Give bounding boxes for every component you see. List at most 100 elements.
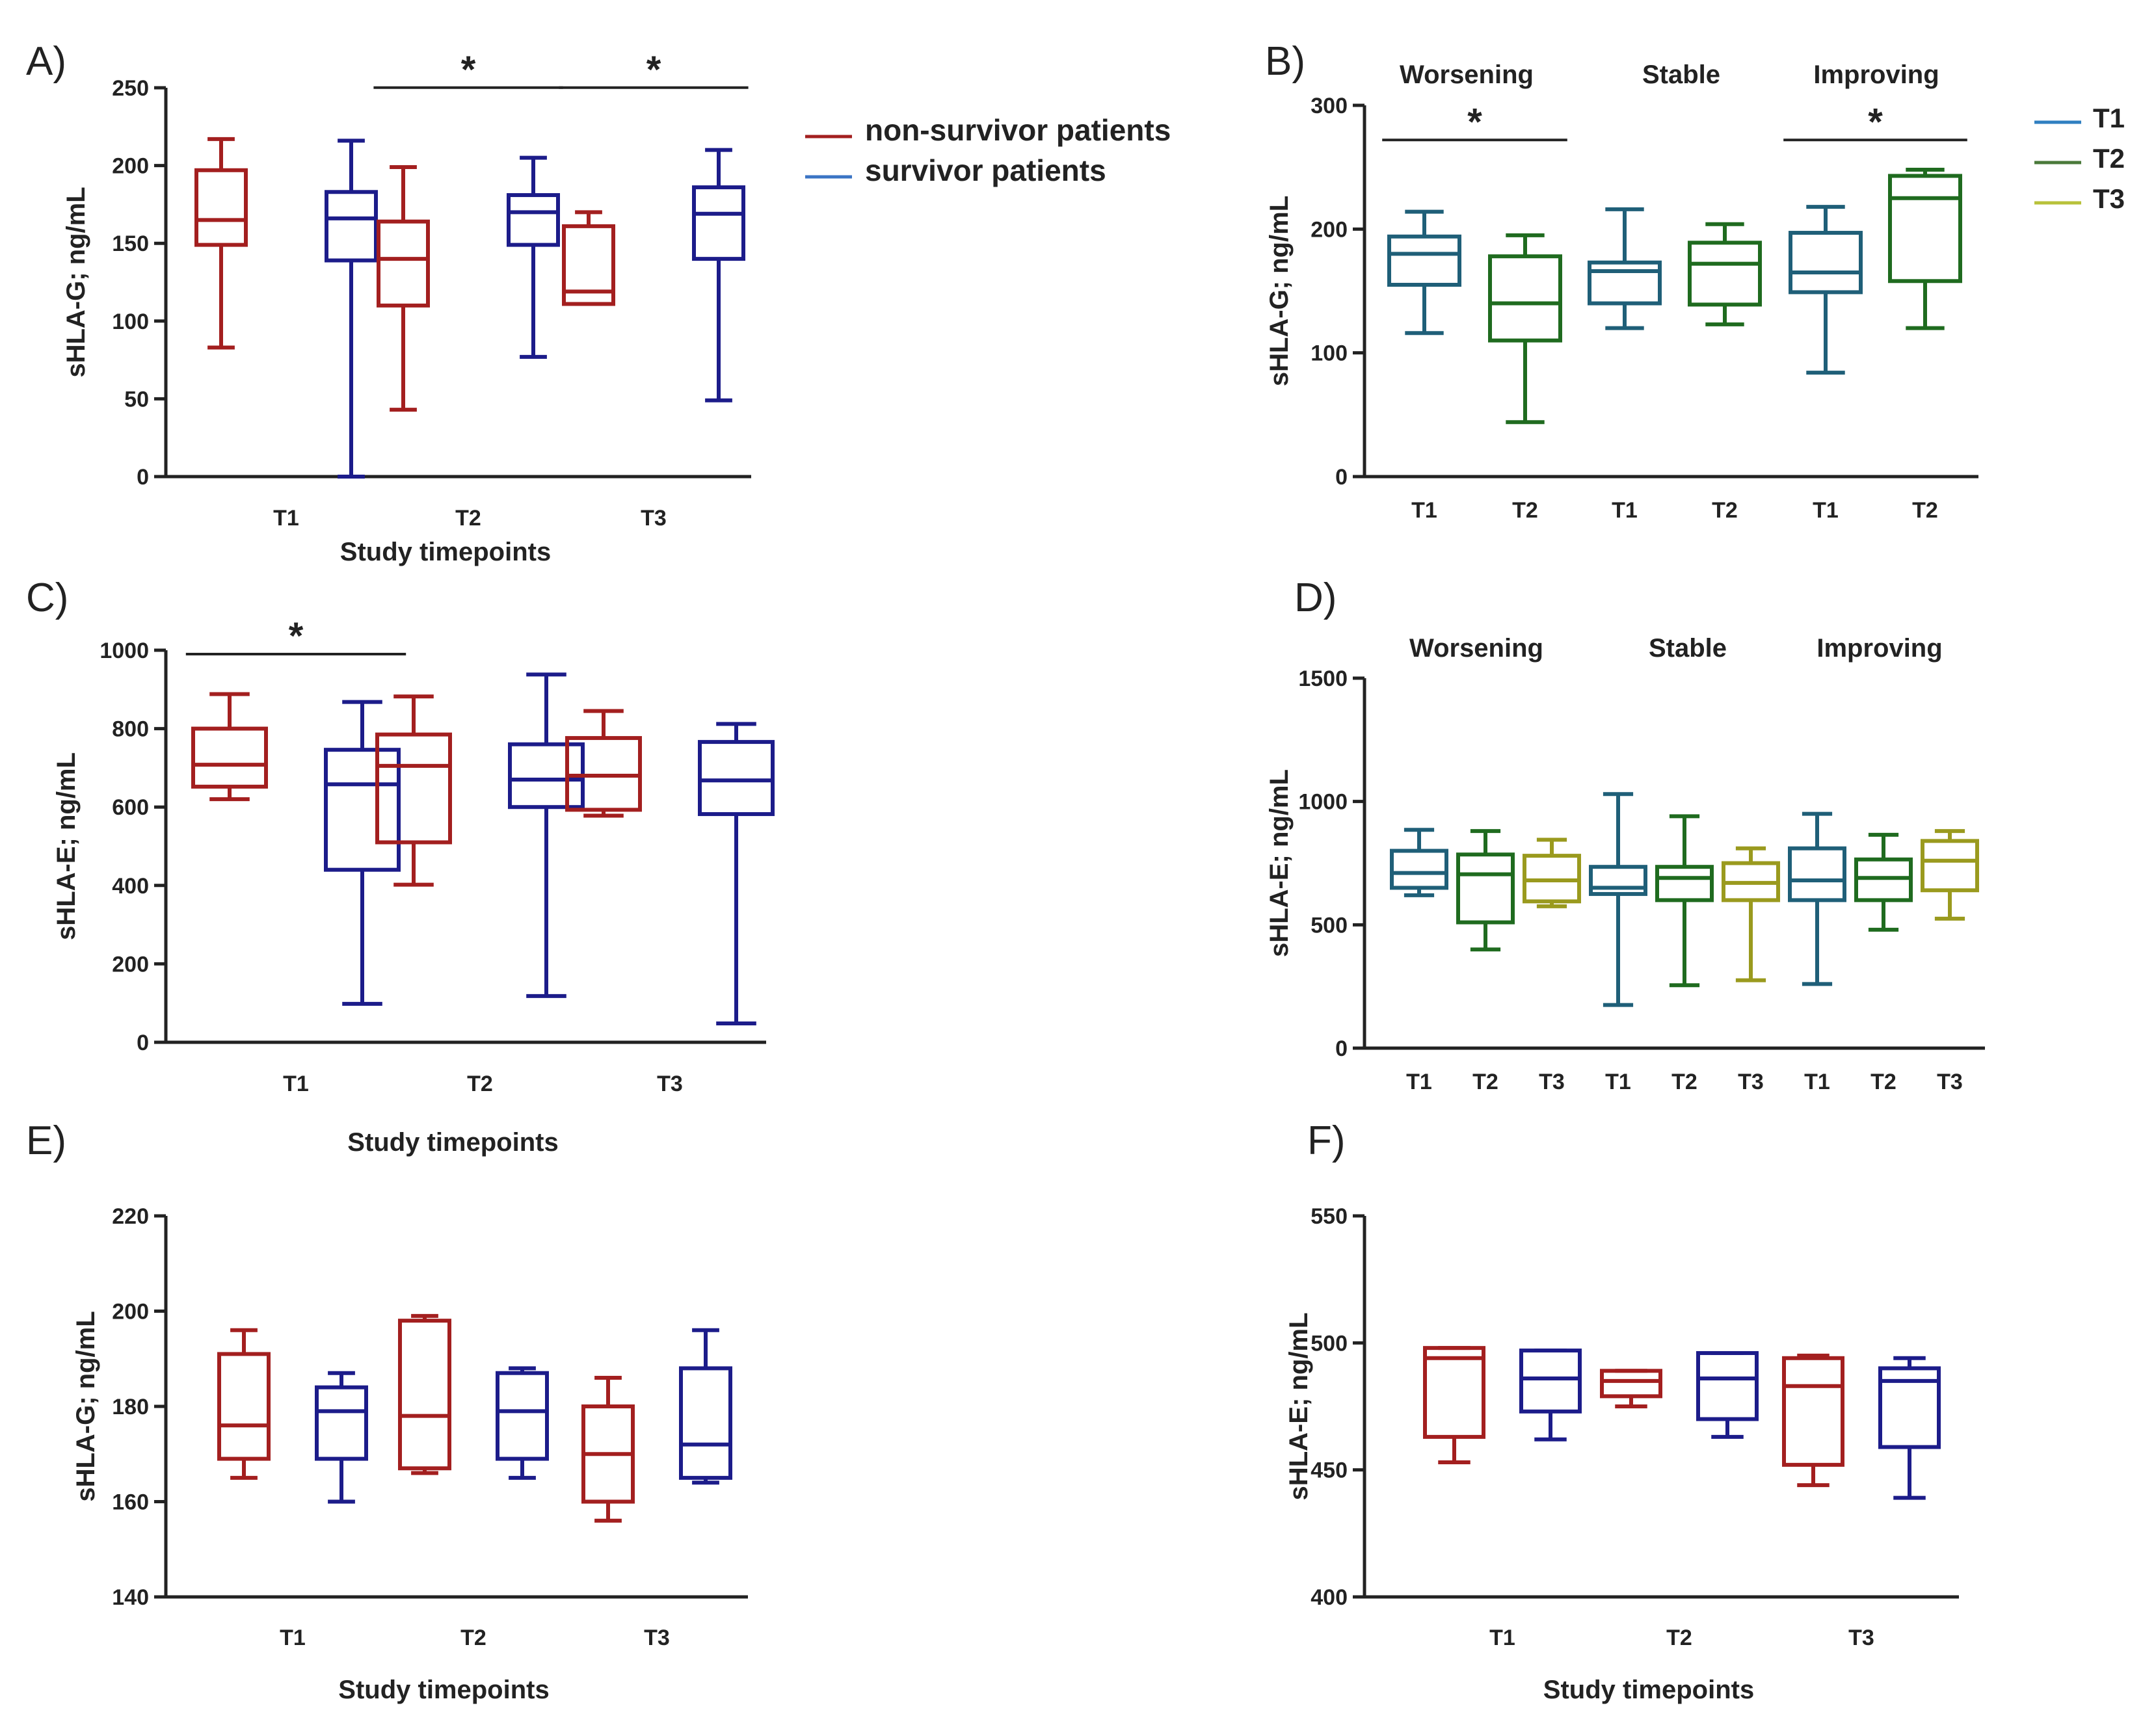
legend-label-T1: T1: [2093, 103, 2125, 133]
legend-label-T2: T2: [2093, 143, 2125, 174]
y-tick-label-E: 140: [112, 1585, 149, 1610]
box-body: [1688, 241, 1762, 307]
legend-label-non-survivor: non-survivor patients: [865, 113, 1171, 147]
group-label-D: Improving: [1817, 634, 1942, 663]
box-body: [507, 193, 560, 247]
box-C-5: [698, 722, 775, 1026]
panel-label-E: E): [26, 1118, 66, 1163]
box-D-2: [1523, 837, 1581, 908]
y-tick-label-C: 600: [112, 795, 149, 820]
category-label-A: T1: [273, 506, 299, 531]
category-label-B: T1: [1612, 498, 1638, 523]
y-tick-label-E: 220: [112, 1204, 149, 1229]
y-tick-label-D: 1500: [1298, 666, 1348, 691]
box-D-3: [1589, 792, 1647, 1007]
box-body: [377, 219, 430, 308]
y-tick-label-B: 300: [1311, 94, 1348, 118]
y-tick-label-F: 500: [1311, 1331, 1348, 1356]
box-A-5: [692, 148, 745, 402]
category-label-E: T3: [644, 1626, 670, 1650]
category-label-B: T2: [1512, 498, 1538, 523]
y-tick-label-C: 1000: [100, 639, 149, 663]
box-E-5: [679, 1328, 732, 1485]
box-A-4: [562, 210, 615, 306]
box-F-5: [1878, 1356, 1941, 1500]
box-body: [1782, 1356, 1844, 1467]
box-F-2: [1600, 1369, 1662, 1408]
panel-A: A) 0 50 100 150 200 250 sHLA-G; ng/mL T1 T2 T3 Stud…: [26, 39, 751, 566]
group-label-B: Stable: [1642, 60, 1720, 89]
category-label-C: T1: [283, 1072, 309, 1096]
box-F-0: [1423, 1346, 1485, 1464]
box-C-0: [191, 692, 268, 802]
panel-E: E) 140 160 180 200 220 sHLA-G; ng/mL T1 T2 T3 Stud…: [26, 1118, 748, 1704]
box-D-0: [1390, 828, 1448, 897]
y-tick-label-A: 250: [112, 76, 149, 101]
legend-timepoints: T1 T2 T3: [2034, 103, 2125, 214]
box-E-2: [398, 1313, 451, 1475]
box-body: [1878, 1366, 1941, 1449]
category-label-C: T2: [467, 1072, 493, 1096]
box-body: [375, 732, 452, 845]
significance-star-B: *: [1868, 101, 1883, 143]
category-label-D: T3: [1738, 1070, 1764, 1094]
y-tick-label-F: 450: [1311, 1458, 1348, 1483]
box-body: [315, 1385, 368, 1461]
box-A-1: [325, 138, 378, 479]
box-E-1: [315, 1371, 368, 1504]
category-label-F: T2: [1666, 1626, 1692, 1650]
panel-label-F: F): [1307, 1118, 1346, 1163]
box-D-1: [1456, 829, 1515, 952]
category-label-B: T1: [1813, 498, 1839, 523]
box-body: [1600, 1369, 1662, 1399]
box-body: [1519, 1349, 1582, 1414]
box-body: [679, 1366, 732, 1480]
y-axis-title-C: sHLA-E; ng/mL: [52, 752, 81, 940]
legend-label-T3: T3: [2093, 183, 2125, 214]
x-axis-title-C: Study timepoints: [347, 1128, 558, 1157]
group-label-D: Stable: [1649, 634, 1727, 663]
category-label-D: T3: [1539, 1070, 1565, 1094]
y-axis-title-F: sHLA-E; ng/mL: [1284, 1313, 1313, 1501]
y-tick-label-E: 180: [112, 1395, 149, 1419]
box-body: [325, 190, 378, 263]
y-tick-label-B: 0: [1335, 465, 1348, 490]
box-D-6: [1788, 811, 1846, 986]
significance-star-A: *: [461, 49, 476, 91]
category-label-E: T2: [460, 1626, 486, 1650]
x-axis-title-F: Study timepoints: [1543, 1676, 1754, 1704]
box-body: [1456, 852, 1515, 925]
category-label-B: T1: [1411, 498, 1437, 523]
box-body: [324, 748, 401, 872]
box-D-4: [1655, 814, 1714, 988]
panel-B: B) 0 100 200 300 sHLA-G; ng/mL T1 T2 T1 T2 T1 T2 Wor…: [1265, 39, 1978, 523]
panel-label-D: D): [1294, 575, 1337, 620]
panel-label-B: B): [1265, 39, 1305, 84]
box-C-4: [565, 709, 642, 818]
y-tick-label-C: 800: [112, 717, 149, 742]
y-tick-label-D: 0: [1335, 1036, 1348, 1061]
box-body: [1423, 1346, 1485, 1439]
box-A-2: [377, 165, 430, 412]
box-B-1: [1488, 233, 1562, 425]
y-tick-label-C: 0: [137, 1031, 149, 1055]
box-body: [217, 1352, 271, 1461]
box-C-3: [508, 672, 585, 998]
box-C-2: [375, 694, 452, 887]
box-D-7: [1854, 832, 1913, 932]
box-body: [191, 726, 268, 789]
box-B-4: [1789, 205, 1863, 375]
y-tick-label-A: 200: [112, 154, 149, 179]
y-tick-label-A: 0: [137, 465, 149, 490]
y-tick-label-C: 400: [112, 874, 149, 899]
y-axis-title-D: sHLA-E; ng/mL: [1265, 769, 1294, 957]
box-body: [1696, 1350, 1759, 1421]
box-D-5: [1722, 846, 1780, 982]
x-axis-title-E: Study timepoints: [338, 1676, 549, 1704]
box-E-0: [217, 1328, 271, 1480]
y-tick-label-C: 200: [112, 952, 149, 977]
legend-survival: non-survivor patients survivor patients: [805, 113, 1171, 187]
group-label-B: Worsening: [1400, 60, 1534, 89]
y-tick-label-E: 200: [112, 1300, 149, 1324]
